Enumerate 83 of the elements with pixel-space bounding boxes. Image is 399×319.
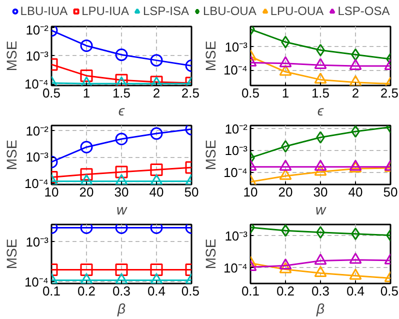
point <box>279 64 292 76</box>
x-tick-label: 40 <box>348 184 363 200</box>
x-tick-label: 2.5 <box>181 86 200 100</box>
y-axis-title: MSE <box>3 238 20 270</box>
y-tick-label: 10⁻² <box>26 123 50 138</box>
x-axis-title: w <box>116 202 128 218</box>
point <box>314 164 327 176</box>
x-tick-label: 2.5 <box>380 86 399 100</box>
legend-label: LSP-OSA <box>338 4 390 18</box>
point <box>349 58 362 70</box>
point <box>279 258 292 270</box>
y-tick-label: 10⁻³ <box>224 39 248 54</box>
y-tick-label: 10⁻⁴ <box>223 260 248 276</box>
x-tick-label: 1 <box>82 86 90 100</box>
x-tick-label: 1.5 <box>311 86 330 100</box>
x-tick-label: 0.5 <box>42 86 61 100</box>
x-tick-label: 0.5 <box>380 284 399 298</box>
point <box>279 262 292 274</box>
y-tick-label: 10⁻³ <box>26 150 50 165</box>
point <box>314 160 327 171</box>
y-axis-title: MSE <box>202 40 218 72</box>
x-tick-label: 0.1 <box>42 284 61 298</box>
y-tick-label: 10⁻³ <box>224 228 248 244</box>
point <box>279 160 292 171</box>
y-axis-title: MSE <box>202 238 218 270</box>
point <box>314 58 327 69</box>
x-tick-label: 40 <box>149 184 164 200</box>
y-tick-label: 10⁻² <box>26 22 50 38</box>
point <box>279 168 292 180</box>
x-tick-label: 30 <box>313 184 328 200</box>
x-axis-title: β <box>316 300 324 316</box>
point <box>351 126 360 138</box>
x-tick-label: 0.3 <box>112 284 131 298</box>
legend-label: LPU-IUA <box>82 4 129 18</box>
y-tick-label: 10⁻² <box>224 122 248 136</box>
legend-label: LBU-OUA <box>203 4 256 18</box>
y-axis-title: MSE <box>202 140 218 170</box>
point <box>115 264 128 276</box>
x-tick-label: 0.5 <box>181 284 200 298</box>
y-axis-title: MSE <box>3 40 20 72</box>
point <box>115 273 128 284</box>
x-tick-label: 0.4 <box>346 284 365 298</box>
y-tick-label: 10⁻⁴ <box>223 165 248 180</box>
point <box>115 166 128 178</box>
x-axis-title: w <box>315 202 326 218</box>
x-tick-label: 2 <box>352 86 360 100</box>
x-tick-label: 50 <box>383 184 398 200</box>
point <box>115 174 128 184</box>
x-tick-label: 1 <box>282 86 290 100</box>
y-tick-label: 10⁻⁴ <box>223 62 248 78</box>
y-tick-label: 10⁻³ <box>26 48 50 64</box>
x-tick-label: 0.3 <box>311 284 330 298</box>
point <box>349 252 362 264</box>
point <box>349 75 362 86</box>
x-tick-label: 0.1 <box>241 284 260 298</box>
x-tick-label: 30 <box>114 184 129 200</box>
legend-label: LPU-OUA <box>270 4 324 18</box>
x-tick-label: 20 <box>278 184 293 200</box>
x-tick-label: 0.2 <box>276 284 295 298</box>
y-axis-title: MSE <box>3 140 20 170</box>
point <box>279 56 292 68</box>
x-tick-label: 0.4 <box>147 284 166 298</box>
legend-label: LBU-IUA <box>20 4 68 18</box>
x-tick-label: 10 <box>44 184 59 200</box>
legend-label: LSP-ISA <box>142 4 189 18</box>
y-tick-label: 10⁻³ <box>224 142 248 158</box>
point <box>349 268 362 280</box>
point <box>281 224 290 237</box>
point <box>314 266 327 278</box>
x-tick-label: 2 <box>152 86 160 100</box>
x-tick-label: 0.2 <box>77 284 96 298</box>
x-tick-label: 0.5 <box>241 86 260 100</box>
point <box>115 132 128 146</box>
x-tick-label: 10 <box>243 184 258 200</box>
x-axis-title: β <box>116 300 126 316</box>
point <box>314 72 327 84</box>
point <box>314 254 327 265</box>
x-tick-label: 20 <box>79 184 94 200</box>
y-tick-label: 10⁻³ <box>26 234 50 250</box>
x-axis-title: ϵ <box>118 102 126 118</box>
x-axis-title: ϵ <box>317 102 324 118</box>
x-tick-label: 1.5 <box>112 86 131 100</box>
x-tick-label: 50 <box>184 184 199 200</box>
